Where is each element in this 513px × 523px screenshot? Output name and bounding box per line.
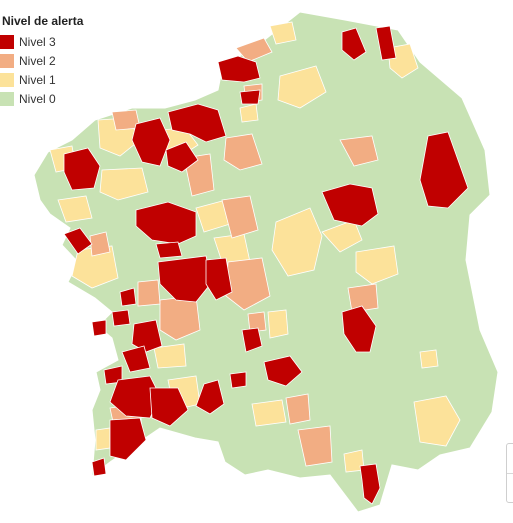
area-n1-14[interactable] bbox=[57, 195, 93, 223]
area-n3-10[interactable] bbox=[135, 201, 197, 245]
area-n2-9[interactable] bbox=[137, 279, 161, 307]
legend-item-nivel-2[interactable]: Nivel 2 bbox=[0, 51, 83, 70]
legend-item-nivel-3[interactable]: Nivel 3 bbox=[0, 32, 83, 51]
area-n1-19[interactable] bbox=[267, 309, 289, 339]
area-n3-12[interactable] bbox=[157, 255, 213, 303]
nivel-3-areas bbox=[63, 25, 469, 505]
area-n2-12[interactable] bbox=[297, 425, 333, 467]
area-n1-5[interactable] bbox=[269, 21, 297, 45]
area-n2-4[interactable] bbox=[221, 195, 259, 239]
area-n1-6[interactable] bbox=[277, 65, 327, 109]
area-n2-11[interactable] bbox=[285, 393, 311, 425]
legend-swatch bbox=[0, 91, 14, 106]
area-n1-15[interactable] bbox=[153, 343, 187, 369]
area-n3-14[interactable] bbox=[321, 183, 379, 227]
legend-swatch bbox=[0, 72, 14, 87]
area-n3-29[interactable] bbox=[229, 371, 247, 389]
area-n3-5[interactable] bbox=[131, 117, 171, 167]
area-n3-1[interactable] bbox=[341, 27, 367, 61]
area-n1-7[interactable] bbox=[387, 43, 419, 79]
area-n1-9[interactable] bbox=[321, 219, 363, 253]
area-n3-28[interactable] bbox=[241, 327, 263, 353]
legend-label: Nivel 1 bbox=[19, 72, 56, 87]
nivel-1-areas bbox=[49, 21, 461, 473]
area-n3-2[interactable] bbox=[375, 25, 397, 61]
area-n3-6[interactable] bbox=[167, 103, 227, 143]
legend-label: Nivel 2 bbox=[19, 53, 56, 68]
area-n3-23[interactable] bbox=[109, 375, 161, 419]
area-n3-3[interactable] bbox=[217, 55, 261, 83]
area-n3-18[interactable] bbox=[111, 309, 131, 327]
area-n1-3[interactable] bbox=[99, 167, 149, 201]
area-n3-30[interactable] bbox=[263, 355, 303, 387]
legend-label: Nivel 0 bbox=[19, 91, 56, 106]
area-n3-19[interactable] bbox=[91, 319, 107, 337]
area-n1-17[interactable] bbox=[251, 399, 287, 427]
area-n3-31[interactable] bbox=[359, 463, 381, 505]
area-n1-23[interactable] bbox=[95, 427, 111, 451]
area-n3-20[interactable] bbox=[131, 319, 163, 353]
legend: Nivel de alerta Nivel 3 Nivel 2 Nivel 1 … bbox=[0, 14, 83, 108]
area-n2-16[interactable] bbox=[247, 311, 267, 333]
area-n2-1[interactable] bbox=[235, 37, 273, 63]
legend-label: Nivel 3 bbox=[19, 34, 56, 49]
area-n2-2[interactable] bbox=[223, 133, 263, 171]
area-n3-16[interactable] bbox=[341, 305, 377, 353]
nivel-2-areas bbox=[89, 37, 379, 467]
area-n3-4[interactable] bbox=[239, 89, 261, 105]
legend-swatch bbox=[0, 34, 14, 49]
area-n3-26[interactable] bbox=[91, 457, 107, 477]
area-n2-7[interactable] bbox=[347, 283, 379, 313]
area-n1-8[interactable] bbox=[271, 207, 323, 277]
area-n3-24[interactable] bbox=[149, 387, 189, 427]
area-n3-9[interactable] bbox=[63, 227, 93, 255]
area-n1-18[interactable] bbox=[413, 395, 461, 447]
area-n3-15[interactable] bbox=[419, 131, 469, 209]
area-n3-25[interactable] bbox=[109, 417, 147, 461]
area-n3-17[interactable] bbox=[119, 287, 137, 307]
area-n3-7[interactable] bbox=[165, 141, 199, 173]
legend-swatch bbox=[0, 53, 14, 68]
area-n3-8[interactable] bbox=[63, 147, 101, 191]
area-n1-20[interactable] bbox=[419, 349, 439, 369]
area-n1-21[interactable] bbox=[239, 103, 259, 123]
area-n3-21[interactable] bbox=[121, 345, 151, 373]
legend-item-nivel-1[interactable]: Nivel 1 bbox=[0, 70, 83, 89]
area-n2-14[interactable] bbox=[89, 231, 111, 257]
area-n2-6[interactable] bbox=[339, 135, 379, 167]
area-n3-11[interactable] bbox=[155, 241, 183, 259]
zoom-divider bbox=[507, 473, 513, 474]
area-n3-27[interactable] bbox=[195, 379, 225, 415]
legend-title: Nivel de alerta bbox=[2, 14, 84, 28]
zoom-controls[interactable] bbox=[506, 443, 513, 503]
area-n1-10[interactable] bbox=[355, 245, 399, 285]
area-n3-13[interactable] bbox=[205, 257, 233, 301]
legend-item-nivel-0[interactable]: Nivel 0 bbox=[0, 89, 83, 108]
